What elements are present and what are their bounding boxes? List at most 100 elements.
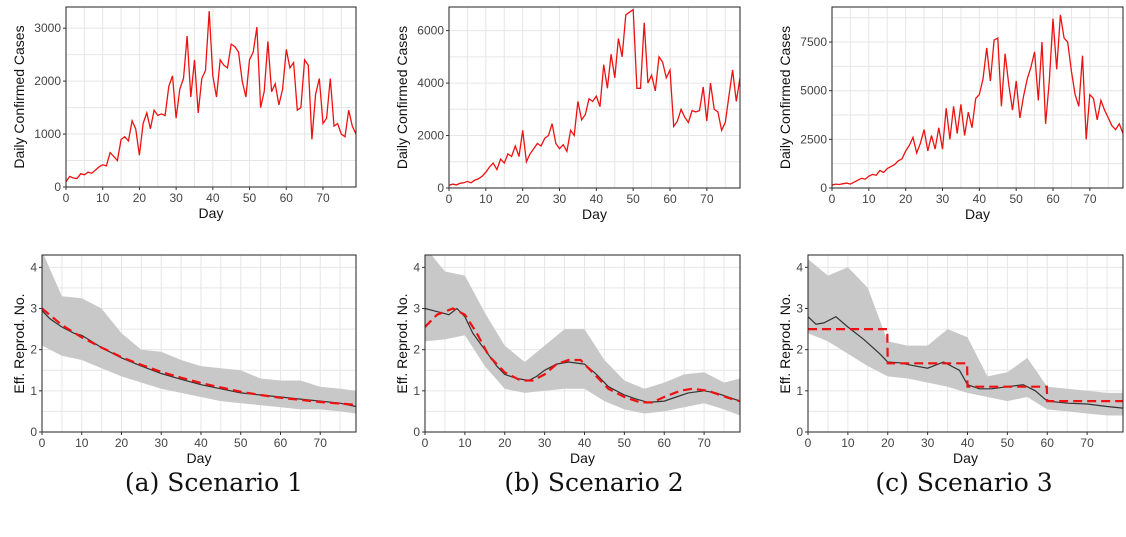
y-tick-label: 2	[796, 343, 803, 357]
x-axis-title: Day	[187, 450, 212, 466]
y-tick-label: 4	[796, 260, 803, 274]
x-tick-label: 30	[538, 436, 552, 450]
y-tick-label: 5000	[800, 84, 827, 98]
x-tick-label: 70	[700, 192, 714, 206]
y-tick-label: 1	[413, 384, 420, 398]
x-tick-label: 10	[479, 192, 493, 206]
panel-border	[831, 6, 1124, 189]
plot-area	[425, 255, 740, 416]
plot-area	[832, 14, 1123, 186]
y-tick-label: 2	[413, 343, 420, 357]
x-axis-title: Day	[570, 450, 595, 466]
x-tick-label: 50	[234, 436, 248, 450]
x-tick-label: 60	[1041, 436, 1055, 450]
caption-b: (b) Scenario 2	[504, 468, 684, 497]
x-tick-label: 50	[618, 436, 632, 450]
x-tick-label: 50	[243, 191, 257, 205]
x-tick-label: 20	[881, 436, 895, 450]
x-tick-label: 0	[805, 436, 812, 450]
x-tick-label: 30	[155, 436, 169, 450]
observed-line	[449, 8, 740, 187]
y-axis-title: Eff. Reprod. No.	[11, 293, 27, 393]
observed-line	[832, 14, 1123, 186]
caption-a: (a) Scenario 1	[124, 468, 304, 497]
x-tick-label: 30	[921, 436, 935, 450]
y-tick-label: 0	[820, 181, 827, 195]
x-axis-title: Day	[199, 205, 224, 221]
y-tick-label: 1	[796, 384, 803, 398]
plot-area	[449, 8, 740, 187]
y-tick-label: 2500	[800, 132, 827, 146]
x-tick-label: 0	[446, 192, 453, 206]
panel-border	[424, 254, 741, 433]
x-tick-label: 60	[663, 192, 677, 206]
x-tick-label: 10	[458, 436, 472, 450]
plot-area	[66, 11, 356, 183]
x-tick-label: 60	[658, 436, 672, 450]
panel-5: 0 10 20 30 40 50 60 70 0 2500 5000 7500 Day Daily Con…	[777, 6, 1124, 222]
x-tick-label: 30	[936, 192, 950, 206]
y-tick-label: 4000	[417, 76, 444, 90]
x-tick-label: 0	[63, 191, 70, 205]
panel-1: 0 10 20 30 40 50 60 70 0 1000 2000 3000 Day Daily Con…	[11, 6, 357, 221]
x-tick-label: 20	[516, 192, 530, 206]
x-axis-title: Day	[965, 206, 990, 222]
panel-border	[41, 254, 357, 433]
y-tick-label: 6000	[417, 24, 444, 38]
panel-6: 0 10 20 30 40 50 60 70 0 1 2 3 4 Day Eff. Reprod. No.	[777, 254, 1124, 466]
x-tick-label: 60	[274, 436, 288, 450]
plot-area	[808, 259, 1123, 416]
x-tick-label: 20	[899, 192, 913, 206]
y-tick-label: 7500	[800, 35, 827, 49]
x-tick-label: 40	[961, 436, 975, 450]
truth-line	[42, 307, 356, 406]
x-tick-label: 40	[578, 436, 592, 450]
x-tick-label: 40	[590, 192, 604, 206]
y-tick-label: 3	[796, 302, 803, 316]
y-tick-label: 0	[796, 425, 803, 439]
y-axis-title: Daily Confirmed Cases	[777, 26, 793, 169]
x-tick-label: 60	[280, 191, 294, 205]
y-tick-label: 1	[30, 384, 37, 398]
x-tick-label: 50	[1009, 192, 1023, 206]
x-tick-label: 60	[1046, 192, 1060, 206]
y-axis-title: Daily Confirmed Cases	[394, 26, 410, 169]
x-tick-label: 20	[115, 436, 129, 450]
y-tick-label: 1000	[34, 127, 61, 141]
x-tick-label: 0	[39, 436, 46, 450]
x-tick-label: 70	[316, 191, 330, 205]
x-axis-title: Day	[953, 450, 978, 466]
x-tick-label: 10	[75, 436, 89, 450]
x-tick-label: 10	[862, 192, 876, 206]
x-tick-label: 50	[626, 192, 640, 206]
x-tick-label: 10	[841, 436, 855, 450]
x-tick-label: 30	[169, 191, 183, 205]
panel-2: 0 10 20 30 40 50 60 70 0 1 2 3 4 Day Eff. Reprod. No.	[11, 254, 357, 466]
y-tick-label: 3	[413, 302, 420, 316]
x-tick-label: 10	[96, 191, 110, 205]
truth-line	[425, 307, 740, 404]
credible-band	[425, 255, 740, 416]
y-tick-label: 0	[413, 425, 420, 439]
y-tick-label: 4	[413, 260, 420, 274]
truth-line	[808, 328, 1123, 403]
y-tick-label: 2	[30, 343, 37, 357]
y-axis-title: Eff. Reprod. No.	[394, 293, 410, 393]
y-tick-label: 4	[30, 260, 37, 274]
y-tick-label: 2000	[417, 129, 444, 143]
x-tick-label: 70	[1083, 192, 1097, 206]
x-tick-label: 70	[1080, 436, 1094, 450]
y-axis-title: Eff. Reprod. No.	[777, 293, 793, 393]
x-axis-title: Day	[582, 206, 607, 222]
x-tick-label: 0	[829, 192, 836, 206]
x-tick-label: 40	[206, 191, 220, 205]
y-tick-label: 3	[30, 302, 37, 316]
panel-3: 0 10 20 30 40 50 60 70 0 2000 4000 6000 Day Daily Con…	[394, 6, 741, 222]
x-tick-label: 50	[1001, 436, 1015, 450]
x-tick-label: 40	[194, 436, 208, 450]
caption-c: (c) Scenario 3	[875, 468, 1053, 497]
credible-band	[808, 259, 1123, 416]
panel-border	[65, 6, 357, 188]
estimate-line	[42, 310, 356, 408]
